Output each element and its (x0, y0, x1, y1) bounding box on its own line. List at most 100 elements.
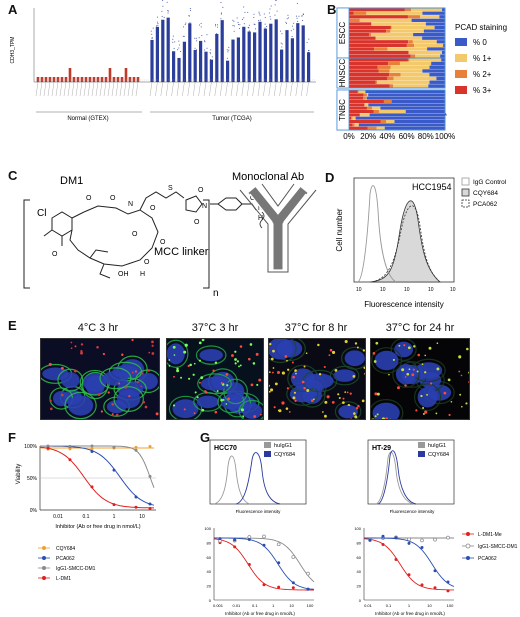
legend-swatch (455, 70, 467, 78)
tumor-outlier (196, 40, 198, 42)
data-point (233, 545, 237, 549)
svg-text:N: N (258, 205, 263, 212)
tumor-outlier (217, 26, 219, 28)
panel-g: G HCC70 Fluorescence intensity huIgG1 CQY… (200, 430, 520, 617)
stain-segment (349, 65, 378, 69)
tumor-outlier (157, 24, 159, 26)
signal-dot (172, 404, 176, 407)
stain-segment (349, 29, 387, 33)
tumor-outlier (296, 3, 298, 5)
stain-segment (399, 61, 432, 66)
tumor-dist (215, 33, 219, 82)
tumor-tick (149, 81, 153, 97)
signal-dot (468, 371, 469, 374)
tumor-outlier (167, 10, 169, 12)
normal-tick (75, 81, 79, 97)
panel-a: A CDH3_TPM Normal (GTEX) Tumor (TCGA) (0, 0, 320, 125)
signal-dot (310, 399, 314, 402)
tumor-dist (188, 23, 192, 82)
signal-dot (443, 391, 447, 395)
normal-dist (56, 77, 60, 82)
nucleus (269, 339, 294, 360)
signal-dot (291, 361, 294, 364)
svg-text:O: O (52, 251, 58, 258)
signal-dot (176, 369, 180, 373)
signal-dot (328, 354, 331, 357)
signal-dot (272, 349, 275, 353)
nucleus (338, 404, 358, 419)
panel-b-title: PCAD staining (455, 23, 507, 32)
signal-dot (413, 345, 416, 348)
signal-dot (204, 390, 207, 393)
membrane (195, 345, 227, 365)
svg-text:S: S (168, 185, 173, 192)
x-tick-label: 80% (418, 132, 434, 141)
tumor-outlier (179, 44, 181, 46)
stain-segment (428, 84, 445, 88)
signal-dot (270, 357, 274, 361)
signal-dot (354, 415, 358, 419)
hist-legend-swatch (418, 451, 425, 457)
tumor-tick (306, 81, 309, 97)
signal-dot (234, 350, 237, 353)
tumor-outlier (248, 27, 250, 29)
signal-dot (124, 386, 128, 389)
signal-dot (428, 346, 432, 350)
normal-tick (127, 81, 131, 97)
micrograph-title-2: 37°C 3 hr (191, 322, 239, 334)
signal-dot (461, 405, 463, 408)
signal-dot (238, 365, 240, 368)
signal-dot (424, 354, 427, 357)
tumor-dist (161, 19, 165, 82)
x-tick-label: 100 (447, 603, 454, 608)
stain-segment (352, 123, 355, 127)
panel-d-xlabel: Fluorescence intensity (364, 300, 444, 309)
signal-dot (305, 352, 308, 355)
tumor-tick (182, 81, 185, 97)
data-point (394, 557, 398, 561)
panel-c-structure: DM1 Monoclonal Ab MCC linker Cl n OH H O… (23, 171, 317, 299)
x-tick-label: 1 (113, 514, 116, 520)
tumor-tick (279, 81, 282, 97)
n-label: n (213, 288, 219, 299)
stain-segment (412, 40, 437, 44)
data-point (262, 534, 266, 539)
signal-dot (222, 398, 225, 401)
stain-segment (349, 54, 411, 58)
nucleus (333, 369, 356, 382)
svg-text:N: N (128, 201, 133, 208)
tumor-outlier (220, 2, 222, 4)
tumor-outlier (222, 6, 224, 8)
y-tick-label: 100% (24, 444, 37, 450)
signal-dot (303, 386, 306, 390)
stain-segment (363, 93, 367, 97)
tumor-tick (155, 81, 158, 97)
signal-dot (111, 402, 115, 406)
signal-dot (349, 392, 352, 395)
tumor-dist (290, 38, 294, 82)
svg-text:OH: OH (118, 271, 129, 278)
signal-dot (347, 403, 350, 407)
normal-tick (71, 81, 75, 97)
x-tick-label: 0.01 (53, 514, 63, 520)
signal-dot (183, 350, 187, 354)
normal-dist (96, 77, 100, 82)
data-point (112, 445, 116, 449)
signal-dot (168, 365, 171, 367)
tumor-outlier (216, 33, 218, 35)
signal-dot (255, 352, 259, 356)
signal-dot (50, 407, 53, 411)
tumor-tick (241, 81, 244, 97)
signal-dot (225, 373, 229, 376)
stain-segment (349, 69, 379, 73)
signal-dot (118, 382, 121, 385)
nucleus (417, 386, 438, 408)
signal-dot (60, 366, 64, 370)
panel-b-chart: ESCC HNSCC TNBC PCAD staining % 0 % 1+ % 2+%… (336, 7, 507, 141)
stain-segment (349, 18, 360, 22)
normal-dist (48, 77, 52, 82)
stain-segment (389, 69, 423, 73)
signal-dot (385, 417, 388, 419)
stain-segment (374, 47, 388, 51)
signal-dot (388, 373, 390, 376)
